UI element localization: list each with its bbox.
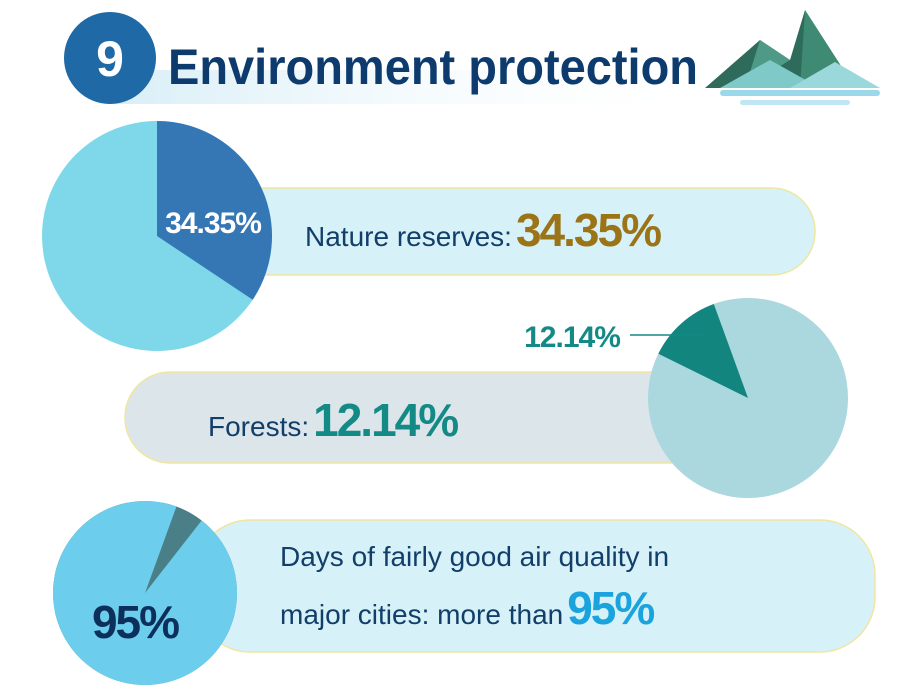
- card-value: 12.14%: [313, 394, 458, 446]
- section-title: Environment protection: [168, 39, 698, 95]
- card-value: 34.35%: [516, 204, 661, 256]
- section-number: 9: [96, 31, 124, 87]
- card-text: major cities: more than95%: [280, 582, 654, 634]
- card-value: 95%: [567, 582, 654, 634]
- pie-slice: [52, 501, 237, 685]
- card-text: Nature reserves:34.35%: [305, 204, 661, 256]
- slice-label: 34.35%: [165, 207, 261, 240]
- title-band: [110, 70, 730, 104]
- card-label: major cities: more than: [280, 599, 563, 630]
- pie-slice: [658, 304, 748, 398]
- card-text: Forests:12.14%: [208, 394, 458, 446]
- card-label: Days of fairly good air quality in: [280, 541, 669, 572]
- number-badge: [64, 12, 156, 104]
- card: [194, 519, 876, 653]
- slice-label: 12.14%: [524, 321, 620, 354]
- slice-label: 95%: [92, 596, 179, 648]
- card-label: Nature reserves:: [305, 221, 512, 252]
- pie-slice: [157, 121, 272, 300]
- mountain-icon: [705, 10, 880, 105]
- card-label: Forests:: [208, 411, 309, 442]
